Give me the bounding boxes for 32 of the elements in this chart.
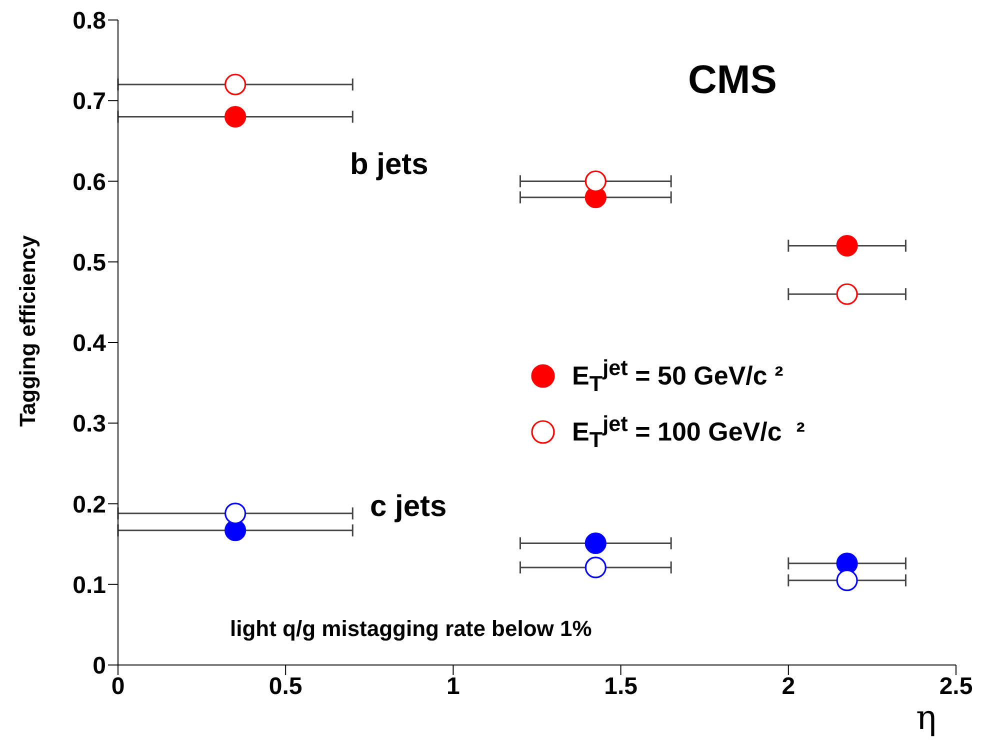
point [836, 570, 858, 592]
annotation: CMS [688, 58, 777, 103]
annotation: light q/g mistagging rate below 1% [230, 616, 592, 642]
point [584, 532, 606, 554]
point [224, 502, 246, 524]
point [836, 234, 858, 257]
y-tick-label: 0.4 [72, 330, 107, 358]
y-tick-label: 0.8 [72, 8, 106, 35]
legend-label: E$_{T}$$^{jet}$ = 50 GeV/c ² [572, 355, 784, 397]
y-tick-label: 0.7 [72, 88, 106, 116]
point [836, 283, 858, 305]
y-axis-title: Tagging efficiency [15, 234, 41, 426]
x-tick-label: 2.5 [939, 673, 973, 700]
y-tick-label: 0.6 [72, 168, 106, 196]
x-tick-label: 1 [446, 673, 460, 700]
x-axis-title: η [916, 698, 936, 738]
x-tick-label: 0 [111, 673, 125, 700]
legend-label: E$_{T}$$^{jet}$ = 100 GeV/c ² [572, 411, 805, 453]
x-tick-label: 2 [782, 673, 796, 700]
point [224, 74, 246, 96]
point [224, 106, 246, 128]
x-tick-label: 1.5 [604, 673, 638, 700]
point [584, 170, 606, 192]
y-tick-label: 0.1 [72, 572, 106, 599]
annotation: b jets [350, 148, 428, 182]
y-tick-label: 0.5 [72, 249, 106, 276]
y-tick-label: 0.3 [72, 410, 106, 438]
x-tick-label: 0.5 [268, 673, 302, 700]
y-tick-label: 0.2 [72, 491, 106, 518]
annotation: c jets [370, 490, 447, 524]
point [584, 556, 606, 578]
y-tick-label: 0 [92, 652, 106, 680]
